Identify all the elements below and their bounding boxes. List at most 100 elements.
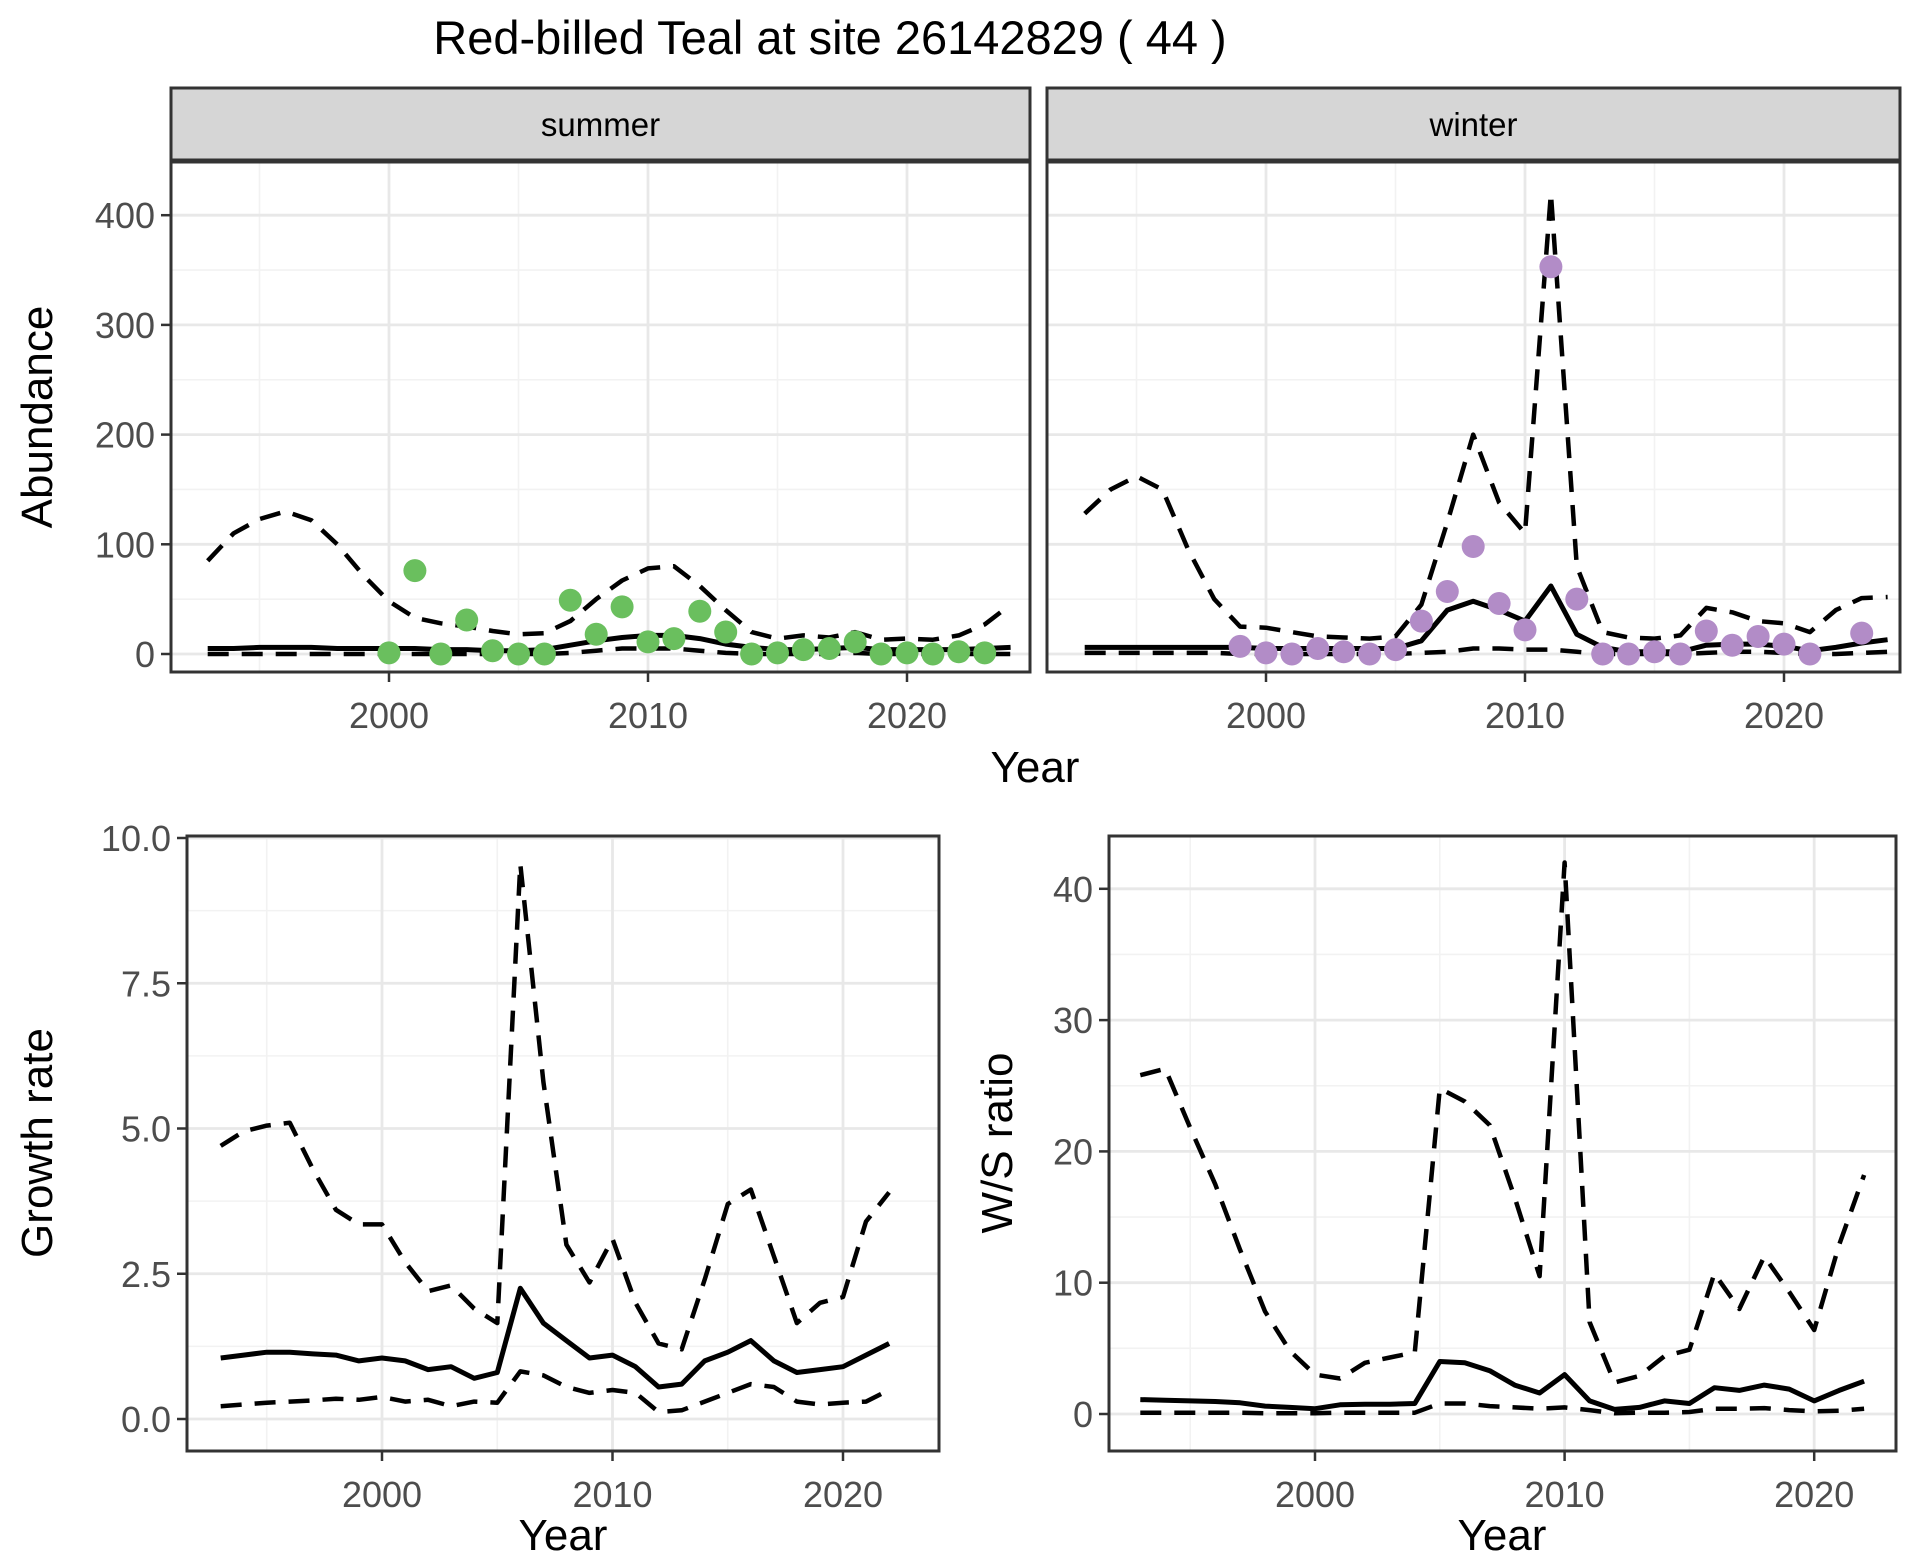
facet-label-summer: summer: [541, 106, 660, 143]
abundance-summer-point: [791, 638, 815, 662]
panel-border: [1045, 160, 1902, 674]
abundance-summer-point: [921, 642, 945, 666]
x-axis-title-abundance: Year: [991, 743, 1080, 792]
y-tick-label: 2.5: [121, 1254, 171, 1295]
abundance-summer-point: [403, 559, 427, 583]
chart-title: Red-billed Teal at site 26142829 ( 44 ): [433, 11, 1227, 64]
lower_95ci-line: [220, 1369, 891, 1415]
abundance-winter-point: [1617, 642, 1641, 666]
abundance-summer-point: [610, 595, 634, 619]
abundance-summer-point: [843, 630, 867, 654]
abundance-summer-point: [455, 608, 479, 632]
upper_95ci-line: [1139, 860, 1867, 1385]
y-tick-label: 5.0: [121, 1109, 171, 1150]
facet-label-winter: winter: [1428, 106, 1517, 143]
abundance-summer-point: [507, 642, 530, 666]
abundance-winter-point: [1487, 592, 1511, 616]
panel-border: [1107, 834, 1898, 1453]
y-axis-title-ws-ratio: W/S ratio: [973, 1053, 1022, 1234]
abundance-winter-point: [1668, 642, 1692, 666]
facet-strip-summer: [169, 86, 1032, 162]
abundance-summer-point: [636, 630, 660, 654]
abundance-summer-point: [688, 599, 712, 623]
abundance-summer-point: [869, 642, 893, 666]
abundance-winter-point: [1358, 642, 1382, 666]
abundance-summer-point: [817, 637, 841, 661]
abundance-winter-point: [1746, 624, 1770, 648]
x-axis-title-growth-rate: Year: [519, 1511, 608, 1560]
panel-border: [185, 834, 941, 1453]
abundance-summer-point: [532, 642, 556, 666]
abundance-winter-point: [1306, 637, 1330, 661]
y-tick-label: 7.5: [121, 963, 171, 1004]
x-tick-label: 2020: [1774, 1474, 1854, 1515]
x-tick-label: 2020: [803, 1474, 883, 1515]
abundance-winter-point: [1539, 255, 1563, 279]
abundance-winter-point: [1254, 641, 1278, 665]
x-tick-label: 2000: [349, 695, 429, 736]
abundance-winter-point: [1228, 634, 1252, 658]
y-tick-label: 100: [95, 524, 155, 565]
abundance-winter-point: [1720, 633, 1744, 657]
y-axis-title-growth-rate: Growth rate: [13, 1028, 62, 1258]
abundance-summer-point: [429, 642, 453, 666]
x-tick-label: 2020: [867, 695, 947, 736]
abundance-summer-point: [766, 641, 789, 665]
abundance-summer-point: [584, 622, 608, 646]
abundance-winter-point: [1435, 579, 1459, 603]
abundance-summer-point: [377, 641, 401, 665]
y-tick-label: 400: [95, 195, 155, 236]
mean-line: [220, 1285, 891, 1390]
panel-border: [169, 160, 1032, 674]
mean-line: [1140, 1359, 1865, 1412]
panel-abundance-winter: [1047, 162, 1900, 672]
abundance-summer-point: [973, 641, 997, 665]
abundance-summer-point: [481, 639, 505, 663]
y-tick-label: 0: [1073, 1394, 1093, 1435]
abundance-winter-point: [1772, 632, 1796, 656]
x-tick-label: 2010: [608, 695, 688, 736]
upper_95ci-line: [1083, 191, 1888, 641]
abundance-winter-point: [1384, 638, 1407, 662]
facet-strip-winter: [1045, 86, 1902, 162]
lower_95ci-line: [1140, 1401, 1865, 1416]
panel-growth-rate: [187, 836, 939, 1451]
y-tick-label: 40: [1053, 869, 1093, 910]
abundance-summer-point: [895, 641, 919, 665]
abundance-winter-point: [1694, 619, 1718, 643]
abundance-winter-point: [1332, 640, 1356, 664]
abundance-summer-point: [714, 620, 738, 644]
x-tick-label: 2000: [1275, 1474, 1355, 1515]
x-tick-label: 2020: [1744, 695, 1824, 736]
abundance-winter-point: [1409, 609, 1433, 633]
y-tick-label: 10: [1053, 1263, 1093, 1304]
x-tick-label: 2010: [1485, 695, 1565, 736]
abundance-winter-point: [1798, 642, 1822, 666]
y-axis-title-abundance-summer: Abundance: [13, 306, 62, 529]
y-tick-label: 300: [95, 305, 155, 346]
x-tick-label: 2010: [572, 1474, 652, 1515]
x-tick-label: 2000: [342, 1474, 422, 1515]
y-tick-label: 0.0: [121, 1399, 171, 1440]
abundance-winter-point: [1280, 642, 1304, 666]
y-tick-label: 0: [135, 634, 155, 675]
x-axis-title-ws-ratio: Year: [1458, 1511, 1547, 1560]
abundance-summer-point: [740, 642, 764, 666]
abundance-summer-point: [558, 588, 582, 612]
abundance-winter-point: [1513, 618, 1537, 642]
x-tick-label: 2010: [1525, 1474, 1605, 1515]
abundance-winter-point: [1643, 640, 1666, 664]
x-tick-label: 2000: [1226, 695, 1306, 736]
y-tick-label: 30: [1053, 1000, 1093, 1041]
abundance-summer-point: [947, 640, 971, 664]
abundance-winter-point: [1591, 642, 1615, 666]
y-tick-label: 10.0: [101, 818, 171, 859]
abundance-winter-point: [1461, 534, 1485, 558]
y-tick-label: 200: [95, 415, 155, 456]
y-tick-label: 20: [1053, 1131, 1093, 1172]
abundance-winter-point: [1565, 587, 1589, 611]
abundance-winter-point: [1850, 621, 1874, 645]
abundance-summer-point: [662, 627, 686, 651]
